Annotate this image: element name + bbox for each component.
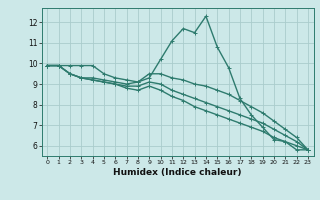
X-axis label: Humidex (Indice chaleur): Humidex (Indice chaleur) xyxy=(113,168,242,177)
